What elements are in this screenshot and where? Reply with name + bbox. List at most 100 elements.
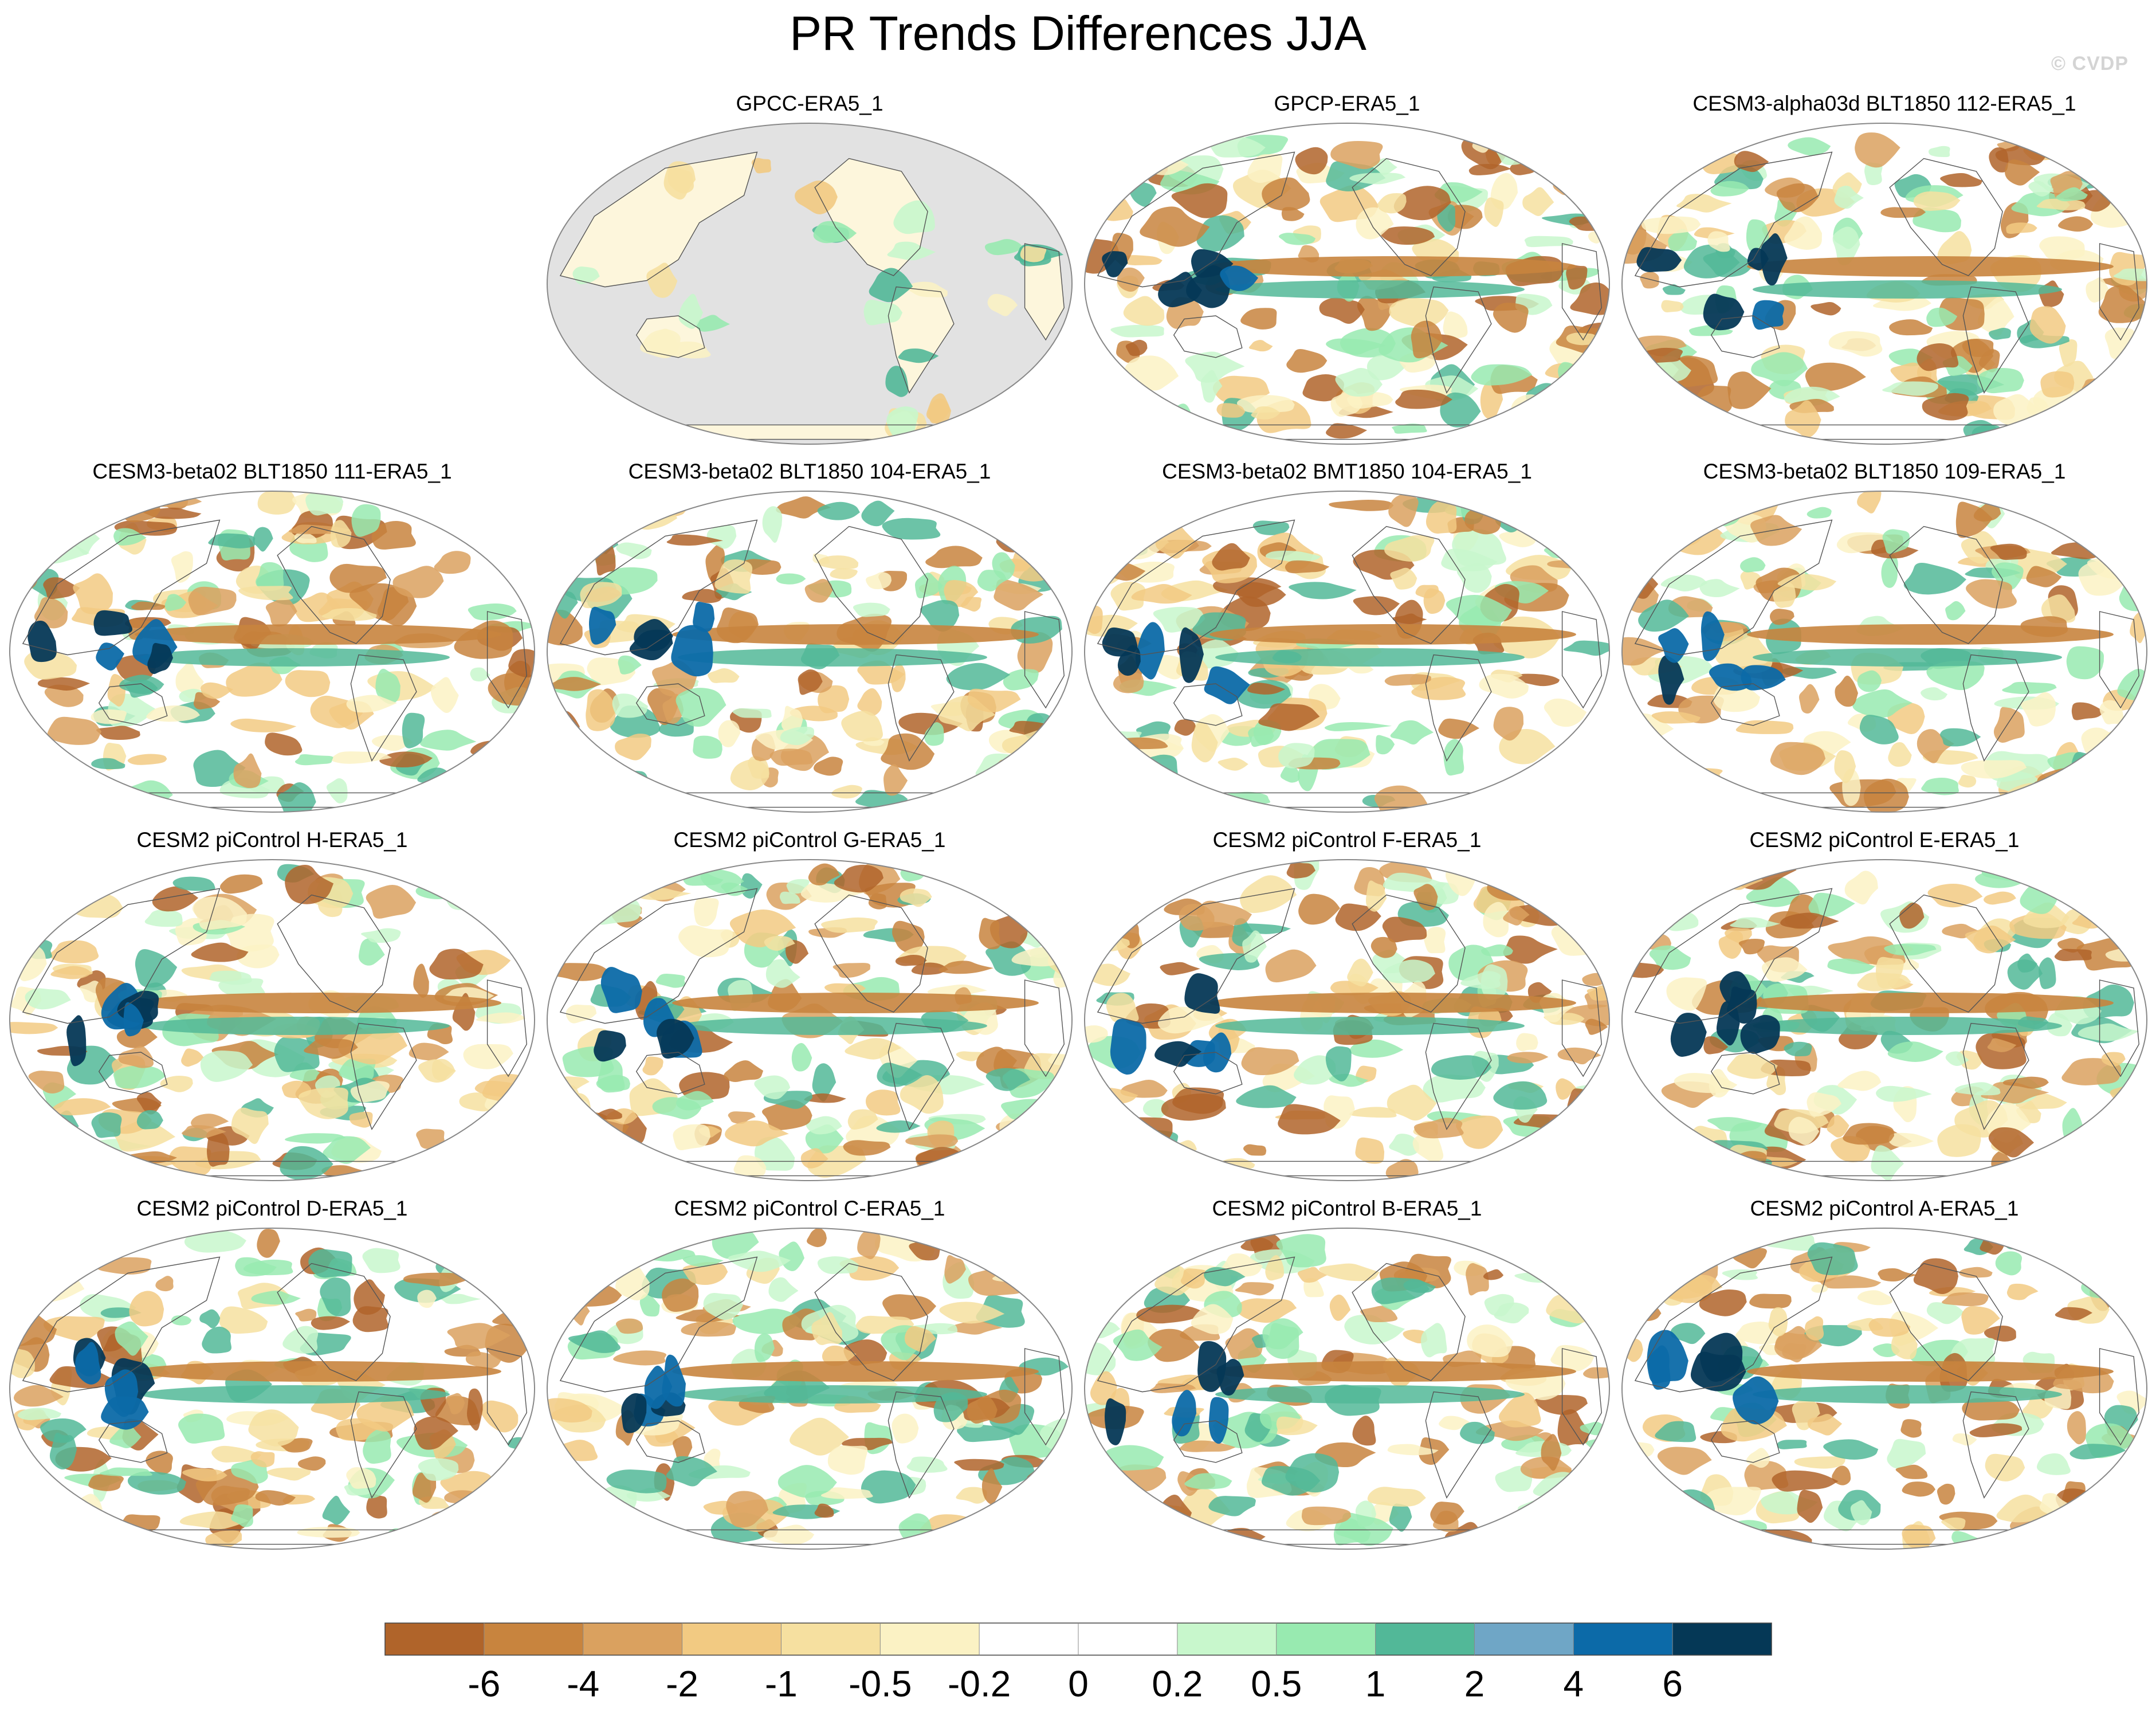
- trend-contour: [1347, 958, 1373, 987]
- trend-contour: [1524, 236, 1573, 248]
- north-america-outline: [814, 894, 928, 1013]
- trend-contour: [1780, 912, 1839, 929]
- robinson-map: [1621, 123, 2147, 445]
- trend-contour: [547, 763, 578, 781]
- trend-contour: [494, 747, 535, 767]
- trend-contour: [1085, 1025, 1108, 1043]
- trend-contour: [569, 523, 609, 536]
- trend-contour: [1352, 1416, 1376, 1446]
- trend-contour: [1090, 1371, 1117, 1405]
- trend-contour: [572, 266, 600, 285]
- colorbar-tick-label: -0.5: [849, 1663, 912, 1704]
- trend-contour: [470, 667, 490, 681]
- trend-contour: [876, 1120, 921, 1133]
- trend-contour: [1091, 758, 1120, 798]
- trend-contour: [979, 918, 1000, 950]
- trend-contour: [911, 962, 949, 975]
- trend-contour: [1493, 1081, 1548, 1110]
- robinson-map: [1084, 859, 1610, 1181]
- trend-contour: [1828, 936, 1896, 965]
- trend-contour: [169, 1146, 211, 1178]
- asia-outline: [1634, 1256, 1833, 1393]
- trend-contour: [721, 882, 748, 896]
- robinson-map: [1621, 859, 2147, 1181]
- equatorial-wetting-band: [1753, 1017, 2062, 1035]
- trend-contour: [1123, 296, 1165, 326]
- trend-contour: [1113, 1329, 1163, 1361]
- trend-contour: [925, 546, 983, 569]
- trend-contour: [811, 1312, 842, 1346]
- trend-contour: [1468, 164, 1511, 175]
- africa-outline: [486, 1348, 528, 1446]
- trend-contour: [2069, 783, 2098, 812]
- trend-contour: [1330, 141, 1383, 170]
- trend-contour: [1827, 1115, 1849, 1138]
- panel-title: CESM2 piControl B-ERA5_1: [1212, 1197, 1482, 1220]
- trend-contour: [1179, 904, 1215, 931]
- trend-contour: [326, 778, 348, 803]
- equatorial-wetting-band: [1753, 280, 2062, 299]
- north-america-outline: [1352, 526, 1466, 644]
- trend-contour: [562, 1527, 588, 1549]
- trend-contour: [1493, 707, 1524, 741]
- north-america-outline: [1352, 1263, 1466, 1381]
- colorbar-tick-label: -6: [468, 1663, 500, 1704]
- strong-wet-trend: [93, 610, 133, 636]
- map-panel: CESM2 piControl G-ERA5_1: [543, 828, 1076, 1196]
- map-outline: [1084, 123, 1610, 445]
- trend-contour: [1150, 1241, 1174, 1274]
- trend-contour: [1113, 672, 1144, 693]
- colorbar-tick-label: -0.2: [948, 1663, 1011, 1704]
- trend-contour: [1676, 194, 1732, 213]
- trend-contour: [1430, 1502, 1464, 1525]
- trend-contour: [1131, 584, 1192, 604]
- trend-contour: [682, 589, 722, 603]
- strong-wet-trend: [1154, 1041, 1202, 1067]
- trend-contour: [2069, 1444, 2126, 1460]
- trend-contour: [1020, 246, 1047, 262]
- trend-contour: [1827, 958, 1875, 974]
- trend-contour: [861, 500, 895, 527]
- trend-contour: [297, 1456, 326, 1471]
- equatorial-drying-band: [1747, 256, 2114, 277]
- trend-contour: [1019, 1251, 1072, 1267]
- trend-contour: [1247, 154, 1283, 183]
- trend-contour: [172, 876, 215, 891]
- colorbar-swatch: [385, 1623, 484, 1655]
- trend-contour: [552, 1263, 583, 1301]
- trend-contour: [488, 750, 523, 771]
- trend-contour: [454, 620, 513, 659]
- trend-contour: [2024, 790, 2056, 812]
- trend-contour: [1811, 302, 1841, 316]
- trend-contour: [800, 883, 866, 903]
- trend-contour: [1179, 1440, 1236, 1452]
- asia-outline: [1097, 151, 1295, 288]
- south-america-outline: [350, 1391, 417, 1499]
- trend-contour: [2057, 767, 2107, 794]
- trend-contour: [211, 1445, 262, 1463]
- south-america-outline: [887, 1022, 955, 1130]
- trend-contour: [1150, 123, 1218, 144]
- colorbar-tick-label: 6: [1662, 1663, 1683, 1704]
- trend-contour: [718, 720, 741, 747]
- trend-contour: [1360, 1306, 1398, 1323]
- trend-contour: [26, 759, 72, 794]
- strong-wet-trend: [588, 606, 616, 645]
- trend-contour: [1326, 338, 1387, 355]
- trend-contour: [2036, 1453, 2071, 1475]
- trend-contour: [1640, 409, 1694, 421]
- trend-contour: [1834, 185, 1864, 209]
- trend-contour: [1191, 1304, 1234, 1335]
- panel-title: CESM3-beta02 BLT1850 109-ERA5_1: [1703, 460, 2066, 483]
- trend-contour: [2017, 953, 2037, 973]
- trend-contour: [448, 879, 477, 899]
- south-america-outline: [1962, 1391, 2029, 1499]
- trend-contour: [592, 895, 642, 925]
- trend-contour: [294, 754, 333, 766]
- trend-contour: [25, 988, 71, 1010]
- trend-contour: [1036, 531, 1058, 559]
- trend-contour: [43, 1316, 105, 1341]
- trend-contour: [1240, 1237, 1274, 1252]
- trend-contour: [1727, 371, 1772, 409]
- trend-contour: [944, 1255, 966, 1284]
